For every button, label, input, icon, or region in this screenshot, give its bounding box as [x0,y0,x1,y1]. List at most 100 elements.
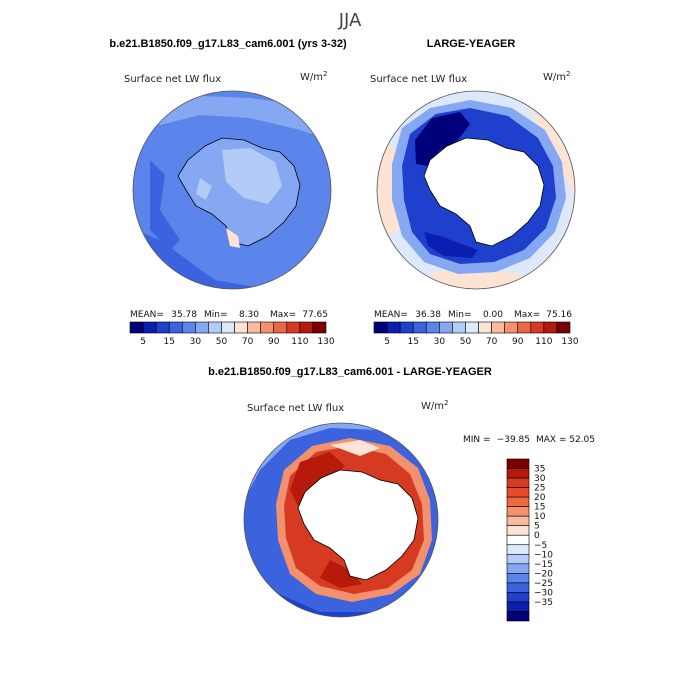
panel-3-colorbar-box [506,468,530,479]
panel-3-colorbar-box [506,573,530,584]
panel-3-colorbar-tick: −10 [534,550,553,560]
panel-3-antarctica [297,469,419,581]
panel-1-colorbar-box [208,321,222,334]
panel-2-colorbar-tick: 30 [434,337,446,347]
panel-2-colorbar-box [504,321,519,334]
panel-1-title: b.e21.B1850.f09_g17.L83_cam6.001 (yrs 3-… [109,38,347,50]
panel-2-stats-min-label: Min= [448,310,472,320]
panel-1-stats-mean: 35.78 [171,310,197,320]
panel-3-colorbar-box [506,515,530,527]
panel-1-colorbar-box [299,321,314,334]
panel-3-colorbar-tick: 5 [534,522,540,532]
panel-1-colorbar-tick: 50 [216,337,228,347]
panel-3-colorbar-box [506,582,530,593]
panel-2-colorbar-tick: 5 [384,337,390,347]
panel-1-colorbar-box [312,321,327,334]
panel-2-colorbar-tick: 70 [486,337,498,347]
panel-2-variable: Surface net LW flux [370,74,467,85]
panel-3-colorbar-tick: −20 [534,569,553,579]
panel-1-stats-max-label: Max= [270,310,296,320]
panel-2-colorbar-box [399,321,414,334]
panel-3-field-patch [320,560,362,588]
panel-3-title: b.e21.B1850.f09_g17.L83_cam6.001 - LARGE… [208,366,492,378]
panel-2-colorbar-box [425,321,440,334]
panel-3-colorbar-box [506,601,530,612]
panel-1-colorbar-box [273,321,288,334]
panel-3-colorbar-box [506,525,530,536]
panel-1-colorbar-tick: 70 [242,337,254,347]
panel-1-field-patch [140,96,330,140]
panel-1-field-patch [226,228,240,248]
panel-3-colorbar-tick: 20 [534,493,546,503]
panel-1-colorbar: 5 15 30 50 70 90 110 130 [129,321,335,347]
panel-2-colorbar-tick: 130 [561,337,578,347]
panel-3-map-border [243,422,439,618]
panel-2-colorbar-box [530,321,545,334]
panel-2-antarctica [423,137,545,247]
panel-2-colorbar-box [373,321,388,334]
panel-3-colorbar-box [506,477,530,488]
panel-3: b.e21.B1850.f09_g17.L83_cam6.001 - LARGE… [208,366,595,622]
panel-2-colorbar-tick: 90 [512,337,524,347]
panel-3-units-exp: 2 [444,399,448,407]
panel-2-units-exp: 2 [566,70,570,78]
panel-3-colorbar-tick: 30 [534,474,546,484]
panel-1-colorbar-tick: 5 [140,337,146,347]
panel-1: b.e21.B1850.f09_g17.L83_cam6.001 (yrs 3-… [109,38,347,347]
panel-3-colorbar-box [506,496,530,507]
panel-1-colorbar-tick: 30 [190,337,202,347]
panel-1-colorbar-box [195,321,209,334]
panel-1-colorbar-box [181,321,196,334]
panel-2-field-patch [424,232,478,258]
panel-1-colorbar-box [142,321,157,334]
panel-3-units-base: W/m [421,401,444,412]
panel-2-colorbar-tick: 110 [535,337,552,347]
panel-3-colorbar-tick: −30 [534,588,553,598]
panel-3-colorbar-box [506,592,530,603]
panel-1-map-border [132,90,332,290]
panel-2-colorbar-box [439,321,453,334]
panel-3-field-patch [330,440,380,456]
panel-1-colorbar-box [260,321,275,334]
panel-3-colorbar-tick: −5 [534,541,547,551]
panel-1-stats-max: 77.65 [302,310,328,320]
panel-2-colorbar-tick: 50 [460,337,472,347]
panel-1-colorbar-tick: 90 [268,337,280,347]
panel-2-colorbar-box [543,321,558,334]
panel-1-stats-min-label: Min= [204,310,228,320]
panel-2: LARGE-YEAGER Surface net LW flux W/m2 ME… [370,38,579,347]
panel-3-stats-max: 52.05 [569,435,595,445]
panel-2-colorbar-box [412,321,427,334]
panel-2-stats-mean: 36.38 [415,310,441,320]
panel-2-stats-max: 75.16 [546,310,572,320]
panel-1-colorbar-box [129,321,144,334]
panel-3-colorbar-tick: −35 [534,598,553,608]
panel-1-stats-min: 8.30 [239,310,259,320]
panel-2-stats-max-label: Max= [514,310,540,320]
panel-1-colorbar-box [221,321,235,334]
panel-1-colorbar-tick: 110 [291,337,308,347]
panel-3-colorbar-tick: 35 [534,465,545,475]
panel-3-colorbar-box [506,544,530,555]
panel-1-colorbar-box [247,321,261,334]
panel-3-colorbar-tick: −15 [534,560,553,570]
panel-3-colorbar-box [506,506,530,517]
panel-2-colorbar-box [556,321,571,334]
panel-2-colorbar-box [491,321,505,334]
panel-1-field-patch [222,148,282,204]
figure-title: JJA [338,10,362,31]
panel-1-field-patch [150,160,180,250]
panel-1-colorbar-box [286,321,301,334]
panel-3-colorbar-box [506,563,530,574]
panel-3-colorbar-tick: 10 [534,512,546,522]
panel-3-colorbar-box [506,611,530,622]
panel-2-colorbar-tick: 15 [407,337,418,347]
panel-3-colorbar-box [506,534,530,546]
panel-2-field-patch [415,112,470,166]
panel-2-title: LARGE-YEAGER [427,38,516,50]
panel-1-units-exp: 2 [323,70,327,78]
panel-2-map-border [376,90,576,290]
panel-3-colorbar-tick: 0 [534,531,540,541]
panel-1-units-base: W/m [300,72,323,83]
